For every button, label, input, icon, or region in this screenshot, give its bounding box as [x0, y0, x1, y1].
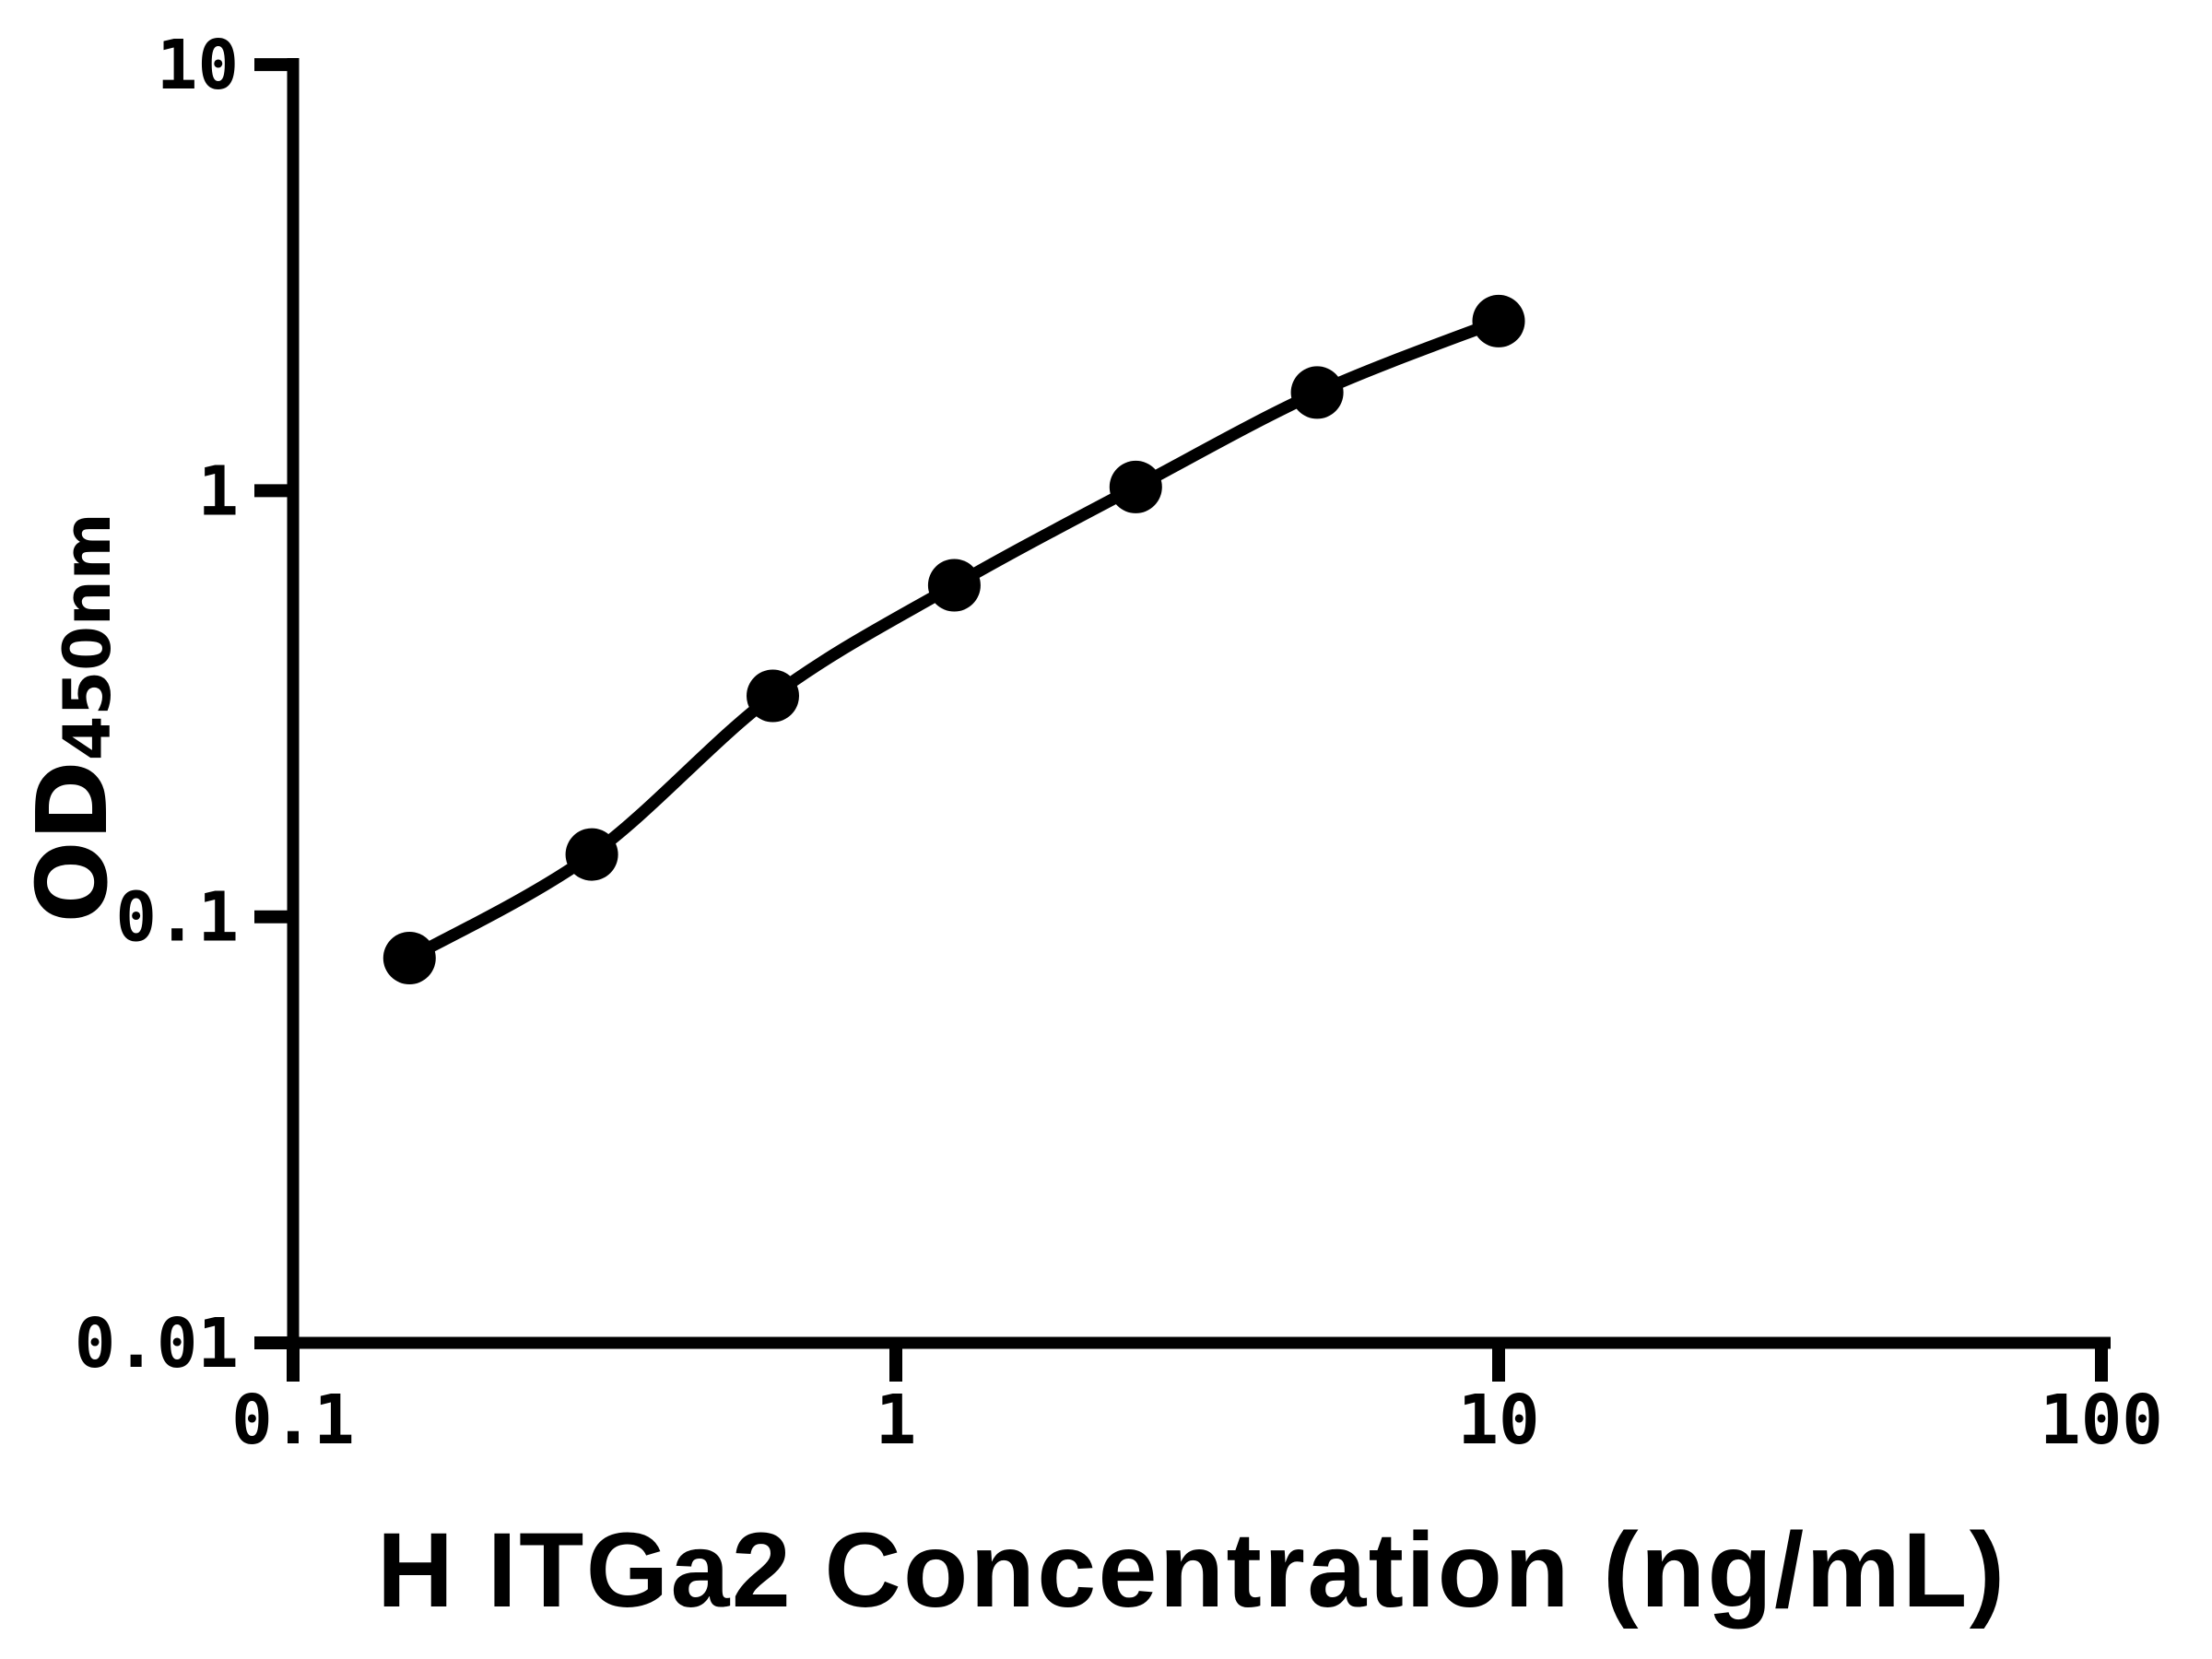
x-axis-title: H ITGa2 Concentration (ng/mL) [377, 1512, 2005, 1630]
y-tick-label: 1 [197, 452, 239, 531]
x-tick-label: 100 [2040, 1381, 2163, 1460]
data-point [565, 828, 618, 881]
y-tick-label: 0.1 [115, 878, 239, 958]
y-tick-label: 0.01 [75, 1304, 239, 1383]
data-point [1109, 460, 1162, 513]
x-axis-ticks: 0.1 1 10 100 [231, 1343, 2163, 1460]
y-axis-title-main: OD [17, 760, 129, 923]
x-tick-label: 1 [876, 1381, 917, 1460]
data-point [382, 932, 436, 984]
data-point [1290, 366, 1344, 419]
data-point [747, 669, 799, 723]
y-axis-title-subscript: 450nm [50, 512, 125, 760]
y-axis-title: OD450nm [17, 512, 129, 923]
axes [287, 58, 2111, 1349]
y-axis-ticks: 0.01 0.1 1 10 [75, 26, 293, 1383]
x-tick-label: 10 [1457, 1381, 1539, 1460]
y-tick-label: 10 [157, 26, 239, 105]
x-tick-label: 0.1 [231, 1381, 355, 1460]
data-point [927, 559, 981, 612]
data-point [1472, 294, 1525, 347]
data-point-markers [382, 294, 1525, 984]
